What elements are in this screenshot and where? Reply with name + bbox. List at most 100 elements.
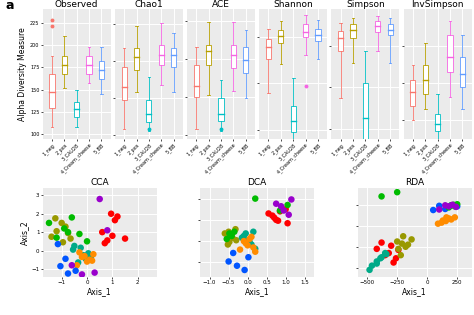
Point [288, 197, 295, 202]
Point [58, 220, 65, 226]
Point [385, 250, 392, 255]
Point [56, 264, 64, 269]
Point [244, 238, 251, 243]
Point [240, 238, 247, 243]
Point [439, 218, 447, 223]
Point [107, 211, 115, 216]
Point [276, 209, 284, 214]
Bar [159, 45, 164, 65]
Point [225, 229, 232, 234]
Point [111, 218, 118, 223]
Point [376, 256, 384, 261]
Point [368, 263, 376, 268]
Point [393, 239, 401, 244]
Point [251, 246, 259, 251]
Point [229, 250, 237, 255]
Bar [266, 39, 271, 59]
Bar [171, 48, 176, 67]
Point [76, 250, 83, 255]
Point [109, 233, 116, 238]
Point [221, 231, 228, 236]
Point [74, 260, 82, 265]
X-axis label: Axis_1: Axis_1 [87, 287, 112, 296]
Point [64, 231, 72, 236]
Point [226, 239, 233, 244]
Point [68, 263, 76, 268]
Y-axis label: Axis_2: Axis_2 [19, 220, 28, 245]
Title: InvSimpson: InvSimpson [411, 0, 464, 9]
Point [76, 232, 83, 237]
Bar [146, 100, 152, 122]
Point [230, 229, 238, 234]
Bar [338, 31, 343, 50]
Point [274, 218, 282, 223]
Point [228, 235, 236, 240]
Point [382, 253, 389, 258]
Point [77, 245, 84, 250]
Text: a: a [5, 0, 14, 12]
Point [434, 221, 442, 226]
Point [233, 263, 241, 268]
Bar [303, 24, 308, 37]
Title: Observed: Observed [55, 0, 99, 9]
Bar [74, 102, 79, 117]
Point [269, 213, 276, 218]
Point [86, 257, 93, 262]
Bar [388, 24, 393, 35]
Point [285, 212, 292, 217]
Point [228, 233, 236, 238]
Bar [375, 21, 381, 32]
Bar [410, 80, 415, 106]
Point [71, 243, 78, 249]
Bar [243, 48, 248, 72]
Point [90, 252, 97, 257]
Point [62, 256, 69, 261]
Point [246, 239, 253, 244]
Bar [194, 65, 199, 97]
Point [251, 249, 259, 254]
Point [83, 239, 91, 244]
Bar [121, 67, 127, 100]
Point [387, 243, 395, 248]
Point [223, 237, 230, 242]
Bar [423, 65, 428, 94]
Point [282, 207, 290, 212]
Point [101, 241, 109, 246]
Point [447, 203, 455, 208]
Bar [435, 114, 440, 131]
X-axis label: Axis_1: Axis_1 [245, 287, 269, 296]
Point [438, 220, 446, 225]
Point [83, 259, 91, 264]
Point [390, 260, 397, 265]
Point [251, 196, 259, 201]
Point [103, 228, 111, 233]
Point [68, 215, 76, 220]
Point [87, 255, 95, 260]
Point [447, 217, 455, 222]
Point [400, 234, 407, 239]
X-axis label: Axis_1: Axis_1 [402, 287, 427, 296]
Point [249, 245, 257, 250]
Point [373, 246, 381, 251]
Point [245, 255, 252, 260]
Point [73, 263, 81, 268]
Bar [62, 56, 67, 74]
Point [52, 216, 59, 221]
Title: Chao1: Chao1 [135, 0, 163, 9]
Point [443, 215, 450, 220]
Point [45, 220, 53, 226]
Point [441, 203, 449, 208]
Point [393, 190, 401, 195]
Point [280, 208, 288, 213]
Point [53, 229, 60, 234]
Point [373, 259, 381, 264]
Point [442, 219, 450, 224]
Point [64, 271, 72, 276]
Point [78, 272, 86, 277]
Point [382, 250, 389, 255]
Bar [350, 24, 356, 38]
Bar [134, 48, 139, 70]
Point [82, 256, 90, 261]
Point [246, 237, 253, 242]
Point [454, 204, 461, 209]
